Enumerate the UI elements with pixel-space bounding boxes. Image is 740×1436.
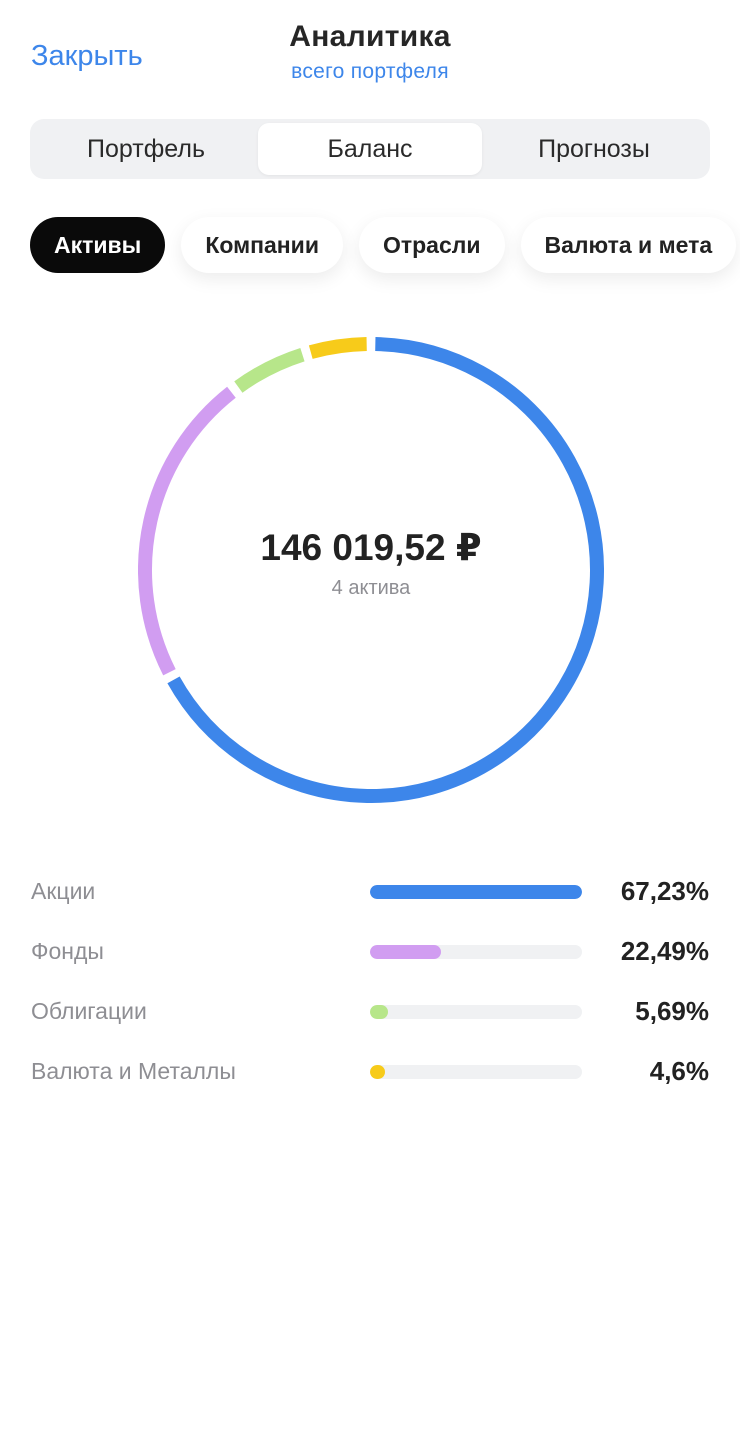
header-title-block: Аналитика всего портфеля <box>0 20 740 84</box>
filter-chips: Активы Компании Отрасли Валюта и мета <box>30 217 737 273</box>
legend-row-bonds[interactable]: Облигации 5,69% <box>31 982 711 1042</box>
donut-svg <box>138 337 604 803</box>
chip-industries[interactable]: Отрасли <box>358 217 505 273</box>
donut-slice-bonds[interactable] <box>234 347 305 393</box>
progress-track <box>370 945 582 959</box>
tab-balance[interactable]: Баланс <box>258 123 482 175</box>
progress-track <box>370 1065 582 1079</box>
legend-label: Фонды <box>31 938 104 964</box>
chip-companies[interactable]: Компании <box>181 217 343 273</box>
progress-fill <box>370 1005 388 1019</box>
legend-row-stocks[interactable]: Акции 67,23% <box>31 862 711 922</box>
chip-assets[interactable]: Активы <box>30 217 166 273</box>
page-subtitle: всего портфеля <box>291 60 449 83</box>
close-button[interactable]: Закрыть <box>31 40 143 72</box>
donut-slice-stocks[interactable] <box>167 337 604 803</box>
progress-fill <box>370 885 582 899</box>
donut-slice-currency-metals[interactable] <box>308 337 367 359</box>
allocation-donut-chart: 146 019,52 ₽ 4 актива <box>138 337 604 803</box>
legend-label: Облигации <box>31 998 147 1024</box>
allocation-legend: Акции 67,23% Фонды 22,49% Облигации 5,69… <box>31 862 711 1102</box>
chip-currency-metals[interactable]: Валюта и мета <box>520 217 737 273</box>
legend-percent: 22,49% <box>620 936 709 966</box>
legend-percent: 4,6% <box>649 1056 709 1086</box>
tab-portfolio[interactable]: Портфель <box>87 134 205 163</box>
page-title: Аналитика <box>289 20 451 53</box>
tab-forecasts[interactable]: Прогнозы <box>538 134 650 163</box>
legend-row-currency-metals[interactable]: Валюта и Металлы 4,6% <box>31 1042 711 1102</box>
legend-percent: 67,23% <box>620 876 709 906</box>
portfolio-total: 146 019,52 ₽ <box>260 527 482 568</box>
progress-fill <box>370 945 441 959</box>
legend-row-funds[interactable]: Фонды 22,49% <box>31 922 711 982</box>
view-segmented-control: Портфель Баланс Прогнозы <box>30 119 710 179</box>
asset-count: 4 актива <box>331 577 411 599</box>
legend-label: Валюта и Металлы <box>31 1058 236 1084</box>
legend-label: Акции <box>31 878 96 904</box>
progress-track <box>370 1005 582 1019</box>
donut-center: 146 019,52 ₽ 4 актива <box>138 337 604 803</box>
donut-slice-funds[interactable] <box>138 386 236 676</box>
legend-percent: 5,69% <box>635 996 709 1026</box>
progress-fill <box>370 1065 385 1079</box>
progress-track <box>370 885 582 899</box>
